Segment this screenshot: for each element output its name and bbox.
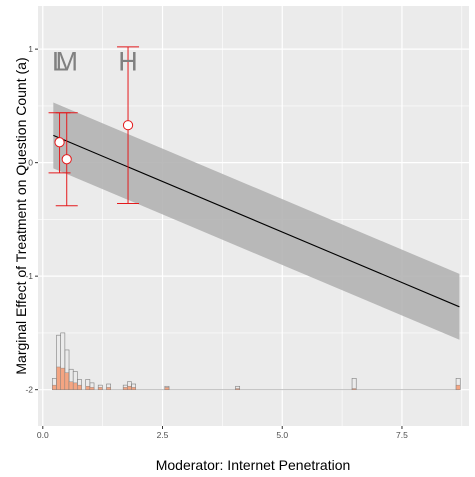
histogram-bar-treated: [131, 387, 136, 390]
histogram-bar-treated: [72, 382, 78, 390]
bin-label-m: M: [55, 47, 78, 77]
bin-label-l: L: [52, 47, 67, 77]
histogram-bar-treated: [127, 386, 132, 390]
estimate-point-m: [61, 154, 72, 165]
histogram-layer: [52, 332, 461, 391]
histogram-bar-treated: [106, 387, 111, 390]
y-tick-label: -1: [25, 271, 33, 281]
estimate-point-h: [122, 120, 134, 131]
x-tick-label: 7.5: [396, 430, 408, 440]
histogram-bar-treated: [164, 387, 170, 390]
x-tick-label: 2.5: [157, 430, 169, 440]
histogram-bar-treated: [235, 388, 240, 390]
histogram-bar-treated: [85, 386, 91, 390]
histogram-bar-treated: [60, 367, 66, 390]
axis-ticks-layer: -2 -1 0 1 0.0 2.5 5.0 7.5: [25, 44, 408, 440]
histogram-bar-treated: [56, 366, 61, 390]
histogram-bar-treated: [455, 384, 461, 390]
marginal-effect-line: [53, 134, 460, 308]
histogram-bar-treated: [64, 372, 70, 390]
histogram-bar-treated: [97, 387, 103, 390]
y-tick-label: 1: [28, 44, 33, 54]
histogram-bar-treated: [52, 384, 57, 390]
binned-estimates-layer: [48, 46, 140, 207]
bin-label-h: H: [118, 47, 138, 77]
histogram-bar-treated: [68, 381, 74, 390]
fit-line-layer: [53, 134, 460, 308]
x-tick-label: 0.0: [37, 430, 49, 440]
y-axis-title: Marginal Effect of Treatment on Question…: [13, 57, 29, 374]
y-tick-label: 0: [28, 158, 33, 168]
bin-labels-layer: LM H: [52, 47, 138, 77]
histogram-bar-treated: [89, 387, 95, 390]
y-tick-label: -2: [25, 385, 33, 395]
x-axis-title: Moderator: Internet Penetration: [156, 457, 351, 473]
histogram-bar-treated: [122, 387, 128, 390]
estimate-point-l: [54, 137, 65, 148]
histogram-bar-treated: [351, 388, 357, 390]
histogram-bar-treated: [77, 384, 82, 390]
x-tick-label: 5.0: [276, 430, 288, 440]
